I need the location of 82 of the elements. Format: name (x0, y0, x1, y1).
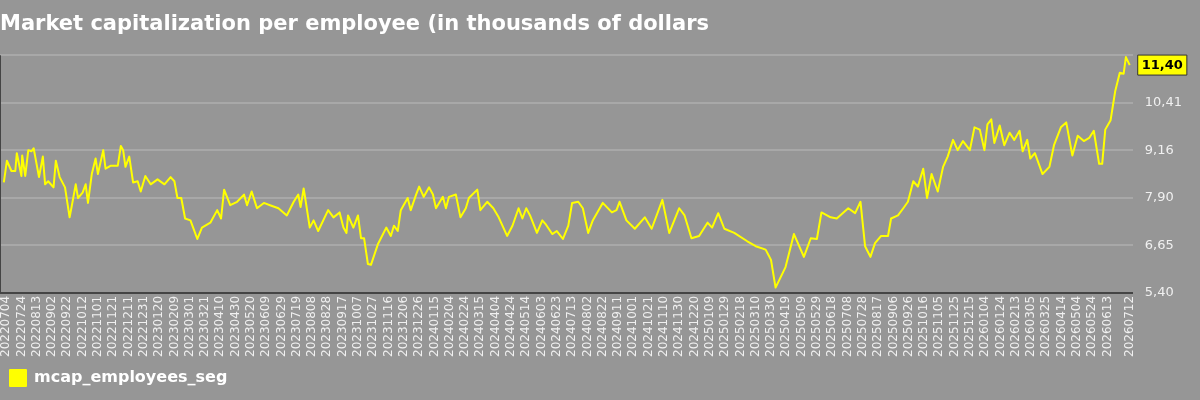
x-tick-label: 20230120 (151, 295, 166, 357)
x-tick-label: 20240224 (457, 295, 472, 357)
x-tick-label: 20260414 (1053, 295, 1068, 357)
x-tick-label: 20250906 (885, 295, 900, 357)
x-tick-label: 20230301 (181, 295, 196, 357)
x-tick-label: 20221121 (105, 295, 120, 357)
x-tick-label: 20251215 (961, 295, 976, 357)
x-tick-label: 20220902 (44, 295, 59, 357)
y-tick-label: 10,41 (1144, 94, 1182, 110)
x-tick-label: 20230629 (273, 295, 288, 357)
x-tick-label: 20260325 (1038, 295, 1053, 357)
x-tick-label: 20240911 (610, 295, 625, 357)
x-tick-label: 20231206 (395, 295, 410, 357)
annotation: 11,40 (1141, 57, 1183, 73)
x-tick-label: 20221012 (74, 295, 89, 357)
x-tick-label: 20250419 (778, 295, 793, 357)
x-tick-label: 20240115 (426, 295, 441, 357)
x-tick-label: 20260124 (992, 295, 1007, 357)
x-tick-label: 20251125 (946, 295, 961, 357)
x-tick-label: 20221231 (135, 295, 150, 357)
x-tick-label: 20231027 (365, 295, 380, 357)
x-tick-label: 20241110 (656, 295, 671, 357)
x-tick-label: 20220813 (28, 295, 43, 357)
x-tick-label: 20240315 (472, 295, 487, 357)
x-tick-label: 20220724 (13, 295, 28, 357)
x-tick-label: 20221101 (90, 295, 105, 357)
x-tick-label: 20250817 (870, 295, 885, 357)
x-tick-label: 20241001 (625, 295, 640, 357)
x-tick-label: 20260712 (1121, 295, 1136, 357)
x-tick-label: 20250129 (717, 295, 732, 357)
x-tick-label: 20230209 (166, 295, 181, 357)
x-tick-label: 20230917 (334, 295, 349, 357)
x-tick-label: 20230520 (243, 295, 257, 357)
x-tick-label: 20230321 (197, 295, 212, 357)
y-tick-label: 6,65 (1144, 236, 1174, 252)
x-tick-label: 20220704 (0, 295, 13, 357)
x-tick-label: 20250310 (747, 295, 762, 357)
x-tick-label: 20260104 (977, 295, 992, 357)
x-tick-label: 20260613 (1099, 295, 1114, 357)
x-tick-label: 20231226 (411, 295, 426, 357)
x-tick-label: 20260213 (1007, 295, 1022, 357)
x-tick-label: 20251016 (916, 295, 931, 357)
x-tick-label: 20240424 (503, 295, 518, 357)
x-tick-label: 20231116 (380, 295, 395, 357)
x-tick-label: 20240822 (594, 295, 609, 357)
x-tick-label: 20230410 (212, 295, 227, 357)
x-tick-label: 20230430 (227, 295, 242, 357)
x-tick-label: 20240404 (487, 295, 502, 357)
x-tick-label: 20230828 (319, 295, 334, 357)
x-tick-label: 20220922 (59, 295, 74, 357)
legend-label: mcap_employees_seg (34, 367, 228, 387)
x-tick-label: 20230609 (258, 295, 273, 357)
x-tick-label: 20221211 (120, 295, 135, 357)
x-tick-label: 20250218 (732, 295, 747, 357)
x-tick-label: 20240713 (564, 295, 579, 357)
x-tick-label: 20241130 (671, 295, 686, 357)
x-tick-label: 20260504 (1069, 295, 1084, 357)
y-tick-label: 9,16 (1144, 141, 1174, 157)
x-tick-label: 20230719 (288, 295, 303, 357)
x-tick-label: 20230808 (304, 295, 319, 357)
x-tick-label: 20240204 (441, 295, 456, 357)
x-tick-label: 20251105 (931, 295, 946, 357)
x-tick-label: 20231007 (350, 295, 365, 357)
x-tick-label: 20240802 (579, 295, 594, 357)
x-tick-label: 20241220 (686, 295, 701, 357)
x-tick-label: 20250926 (900, 295, 915, 357)
x-tick-label: 20260524 (1084, 295, 1099, 357)
chart-title: Market capitalization per employee (in thousands of dollars (0, 11, 710, 36)
x-tick-label: 20240603 (533, 295, 548, 357)
x-tick-label: 20241021 (640, 295, 655, 357)
y-tick-label: 5,40 (1144, 284, 1174, 300)
x-tick-label: 20250109 (701, 295, 716, 357)
x-tick-label: 20240514 (518, 295, 533, 357)
x-tick-label: 20240623 (548, 295, 563, 357)
x-tick-label: 20260305 (1023, 295, 1038, 357)
x-tick-label: 20250708 (839, 295, 854, 357)
x-tick-label: 20250509 (793, 295, 808, 357)
x-tick-label: 20250618 (824, 295, 839, 357)
x-tick-label: 20250529 (809, 295, 824, 357)
x-tick-label: 20250728 (854, 295, 869, 357)
y-tick-label: 7,90 (1144, 189, 1174, 205)
x-tick-label: 20250330 (763, 295, 778, 357)
